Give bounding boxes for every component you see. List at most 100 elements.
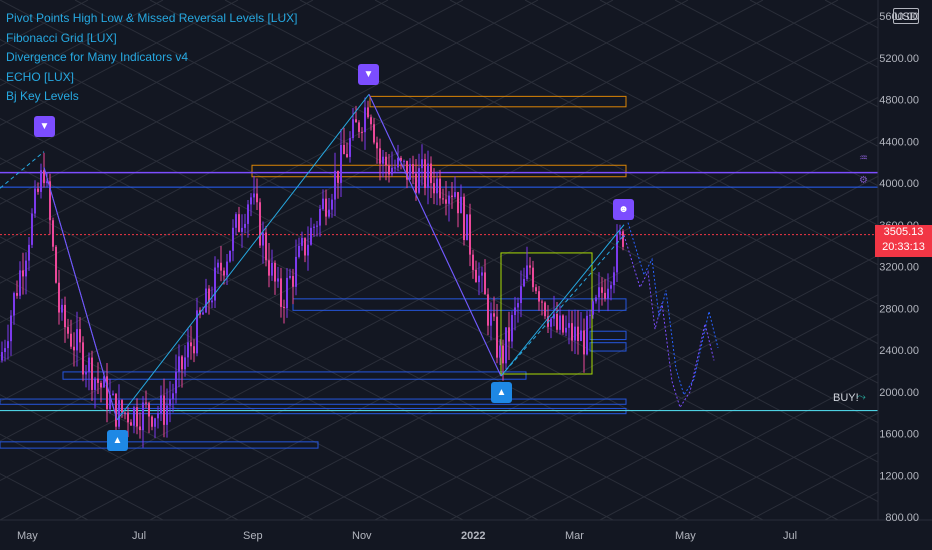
fib-grid-line (0, 0, 239, 126)
candle-body (187, 342, 189, 358)
candle-body (118, 400, 120, 427)
time-axis-panel (0, 520, 932, 550)
candle-body (280, 278, 282, 307)
pivot-high-badge[interactable]: ▼ (358, 64, 379, 85)
candle-body (178, 356, 180, 372)
fib-grid-line (0, 236, 539, 521)
candle-body (325, 198, 327, 217)
candle-body (160, 395, 162, 414)
candle-body (427, 163, 429, 188)
fib-grid-line (0, 38, 914, 521)
candle-body (49, 181, 51, 221)
demand-zone (62, 371, 527, 380)
candle-body (568, 323, 570, 328)
divergence-line (0, 151, 45, 189)
candle-body (391, 167, 393, 175)
candle-body (274, 262, 276, 282)
legend-item-echo[interactable]: ECHO [LUX] (6, 69, 75, 84)
candle-body (589, 314, 591, 316)
pivot-low-badge[interactable]: ▲ (491, 382, 512, 403)
candle-body (88, 357, 90, 373)
legend-item-pivot-points[interactable]: Pivot Points High Low & Missed Reversal … (6, 11, 298, 25)
legend-item-key-levels[interactable]: Bj Key Levels (6, 89, 79, 103)
currency-button[interactable]: USD (893, 8, 919, 24)
candle-body (496, 316, 498, 358)
candle-body (607, 288, 609, 299)
candle-body (436, 178, 438, 194)
candle-body (226, 261, 228, 276)
candle-body (478, 275, 480, 283)
candle-body (100, 382, 102, 388)
time-tick-label: Sep (243, 530, 263, 542)
candle-body (286, 277, 288, 309)
signal-arrow-icon: ⤳ (857, 391, 866, 403)
pivot-high-badge[interactable]: ☻ (613, 199, 634, 220)
candle-body (532, 267, 534, 288)
candle-body (520, 286, 522, 304)
price-tick-label: 4400.00 (879, 136, 919, 148)
candle-body (208, 288, 210, 303)
candle-body (247, 204, 249, 224)
candle-body (382, 156, 384, 164)
candle-body (169, 399, 171, 406)
candle-body (526, 265, 528, 279)
candle-body (610, 285, 612, 289)
candle-body (205, 288, 207, 313)
fib-grid-line (0, 157, 689, 521)
pivot-zigzag-segment (368, 94, 502, 377)
price-tick-label: 5200.00 (879, 53, 919, 65)
candle-body (430, 163, 432, 184)
candle-body (16, 293, 18, 296)
demand-zone (0, 398, 627, 405)
supply-zone (251, 164, 627, 178)
candle-body (76, 329, 78, 351)
candle-body (601, 287, 603, 293)
candle-body (448, 195, 450, 204)
candle-body (133, 407, 135, 426)
fib-grid-line (0, 196, 614, 521)
candle-body (487, 294, 489, 326)
horizontal-levels (0, 171, 878, 412)
candle-body (505, 327, 507, 364)
candle-body (346, 154, 348, 157)
price-tick-label: 2800.00 (879, 303, 919, 315)
candle-body (283, 306, 285, 309)
time-tick-label: May (675, 530, 696, 542)
candle-body (385, 156, 387, 166)
candle-body (307, 244, 309, 256)
candle-body (337, 170, 339, 183)
candle-body (232, 227, 234, 251)
candle-body (595, 297, 597, 302)
fib-grid-line (674, 384, 932, 521)
legend-item-divergence[interactable]: Divergence for Many Indicators v4 (6, 50, 189, 64)
pivot-low-badge[interactable]: ▲ (107, 430, 128, 451)
candle-body (514, 307, 516, 316)
fib-grid-line (599, 344, 932, 521)
candle-body (541, 301, 543, 303)
demand-zone (0, 441, 319, 449)
candlesticks (1, 97, 624, 448)
candle-body (586, 315, 588, 355)
candle-body (373, 124, 375, 143)
candle-body (298, 245, 300, 257)
candle-body (145, 402, 147, 404)
legend-item-fibonacci-grid[interactable]: Fibonacci Grid [LUX] (6, 30, 117, 45)
fib-grid-line (524, 0, 932, 215)
pivot-high-badge[interactable]: ▼ (34, 116, 55, 137)
fib-grid-line (224, 0, 932, 373)
candle-body (220, 262, 222, 271)
fib-grid-line (0, 315, 389, 521)
candle-body (403, 160, 405, 162)
candle-body (529, 265, 531, 268)
divergence-line (500, 234, 625, 377)
candle-body (262, 232, 264, 246)
candle-body (271, 262, 273, 276)
candle-body (340, 144, 342, 183)
fib-grid-line (299, 0, 932, 334)
candle-body (223, 270, 225, 276)
candle-body (229, 250, 231, 262)
candle-body (106, 376, 108, 410)
price-tick-label: 1200.00 (879, 470, 919, 482)
